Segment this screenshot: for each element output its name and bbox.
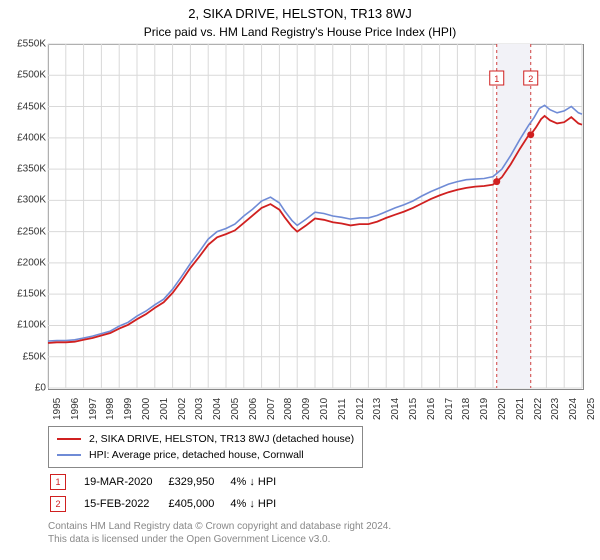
sales-row: 2 15-FEB-2022 £405,000 4% ↓ HPI — [50, 494, 290, 514]
y-axis-tick-label: £100K — [2, 320, 46, 331]
x-axis-tick-label: 2002 — [177, 398, 188, 420]
footer-line-1: Contains HM Land Registry data © Crown c… — [48, 520, 391, 533]
x-axis-tick-label: 1996 — [70, 398, 81, 420]
y-axis-tick-label: £200K — [2, 257, 46, 268]
x-axis-tick-label: 2000 — [141, 398, 152, 420]
sale-delta: 4% ↓ HPI — [230, 494, 290, 514]
x-axis-tick-label: 2013 — [372, 398, 383, 420]
chart-svg: 12 — [0, 0, 600, 420]
svg-text:2: 2 — [528, 74, 533, 84]
x-axis-tick-label: 1997 — [88, 398, 99, 420]
x-axis-tick-label: 2006 — [248, 398, 259, 420]
sale-delta: 4% ↓ HPI — [230, 472, 290, 492]
legend-label-property: 2, SIKA DRIVE, HELSTON, TR13 8WJ (detach… — [89, 431, 354, 447]
x-axis-tick-label: 2024 — [568, 398, 579, 420]
y-axis-tick-label: £350K — [2, 164, 46, 175]
sale-price: £329,950 — [168, 472, 228, 492]
y-axis-tick-label: £550K — [2, 39, 46, 50]
y-axis-tick-label: £0 — [2, 383, 46, 394]
sale-date: 15-FEB-2022 — [84, 494, 166, 514]
sale-marker-1: 1 — [50, 474, 66, 490]
legend-swatch-property — [57, 438, 81, 440]
x-axis-tick-label: 2012 — [355, 398, 366, 420]
y-axis-tick-label: £500K — [2, 70, 46, 81]
x-axis-tick-label: 2021 — [515, 398, 526, 420]
y-axis-tick-label: £50K — [2, 351, 46, 362]
x-axis-tick-label: 2022 — [533, 398, 544, 420]
x-axis-tick-label: 2009 — [301, 398, 312, 420]
x-axis-tick-label: 1998 — [105, 398, 116, 420]
sale-marker-2: 2 — [50, 496, 66, 512]
y-axis-tick-label: £300K — [2, 195, 46, 206]
x-axis-tick-label: 2025 — [586, 398, 597, 420]
x-axis-tick-label: 2001 — [159, 398, 170, 420]
x-axis-tick-label: 2014 — [390, 398, 401, 420]
x-axis-tick-label: 2011 — [337, 398, 348, 420]
y-axis-tick-label: £250K — [2, 226, 46, 237]
x-axis-tick-label: 2004 — [212, 398, 223, 420]
legend-label-hpi: HPI: Average price, detached house, Corn… — [89, 447, 304, 463]
legend-row-hpi: HPI: Average price, detached house, Corn… — [57, 447, 354, 463]
x-axis-tick-label: 2017 — [444, 398, 455, 420]
sale-date: 19-MAR-2020 — [84, 472, 166, 492]
x-axis-tick-label: 2010 — [319, 398, 330, 420]
x-axis-tick-label: 2005 — [230, 398, 241, 420]
sale-price: £405,000 — [168, 494, 228, 514]
svg-text:1: 1 — [494, 74, 499, 84]
x-axis-tick-label: 2020 — [497, 398, 508, 420]
y-axis-tick-label: £400K — [2, 132, 46, 143]
footer-line-2: This data is licensed under the Open Gov… — [48, 533, 391, 546]
y-axis-tick-label: £450K — [2, 101, 46, 112]
legend-swatch-hpi — [57, 454, 81, 456]
sales-table: 1 19-MAR-2020 £329,950 4% ↓ HPI 2 15-FEB… — [48, 470, 292, 516]
legend: 2, SIKA DRIVE, HELSTON, TR13 8WJ (detach… — [48, 426, 363, 468]
x-axis-tick-label: 2003 — [194, 398, 205, 420]
x-axis-tick-label: 2008 — [283, 398, 294, 420]
x-axis-tick-label: 2016 — [426, 398, 437, 420]
x-axis-tick-label: 2019 — [479, 398, 490, 420]
x-axis-tick-label: 1999 — [123, 398, 134, 420]
legend-row-property: 2, SIKA DRIVE, HELSTON, TR13 8WJ (detach… — [57, 431, 354, 447]
footer: Contains HM Land Registry data © Crown c… — [48, 520, 391, 546]
x-axis-tick-label: 2007 — [266, 398, 277, 420]
y-axis-tick-label: £150K — [2, 289, 46, 300]
x-axis-tick-label: 2018 — [461, 398, 472, 420]
x-axis-tick-label: 2023 — [550, 398, 561, 420]
sales-row: 1 19-MAR-2020 £329,950 4% ↓ HPI — [50, 472, 290, 492]
x-axis-tick-label: 2015 — [408, 398, 419, 420]
x-axis-tick-label: 1995 — [52, 398, 63, 420]
